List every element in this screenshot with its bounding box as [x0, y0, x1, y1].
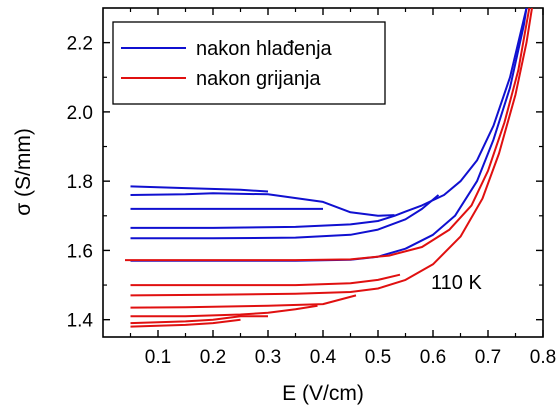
x-tick-label: 0.8: [530, 347, 556, 368]
y-tick-label: 2.0: [67, 103, 93, 124]
series-0-curve-1: [130, 192, 395, 217]
temperature-annotation: 110 K: [431, 272, 482, 294]
y-tick-label: 1.4: [67, 311, 94, 332]
x-tick-label: 0.2: [200, 347, 226, 368]
x-tick-label: 0.6: [420, 347, 446, 368]
x-tick-label: 0.7: [475, 347, 501, 368]
series-1-curve-5: [130, 315, 268, 325]
x-tick-labels: 0.1 0.2 0.3 0.4 0.5 0.6 0.7 0.8: [145, 347, 556, 368]
series-1-curve-1: [130, 273, 401, 287]
series-0-curve-3: [130, 8, 528, 229]
y-tick-labels: 1.4 1.6 1.8 2.0 2.2: [67, 34, 94, 332]
y-tick-label: 1.6: [67, 241, 93, 262]
x-axis-label: E (V/cm): [282, 382, 364, 405]
x-tick-label: 0.3: [255, 347, 281, 368]
data-curves: [125, 8, 533, 328]
legend-label-heating: nakon grijanja: [196, 68, 321, 90]
series-1-curve-3: [130, 294, 357, 309]
axis-ticks: [103, 8, 544, 337]
legend-label-cooling: nakon hlađenja: [196, 38, 333, 60]
y-tick-label: 2.2: [67, 34, 93, 55]
series-1-curve-0: [125, 8, 531, 262]
series-0-curve-4: [130, 194, 440, 240]
x-tick-label: 0.4: [310, 347, 337, 368]
series-0-curve-0: [130, 185, 269, 193]
y-axis-label: σ (S/mm): [12, 128, 35, 216]
series-1-curve-4: [130, 304, 318, 318]
x-tick-label: 0.1: [145, 347, 171, 368]
series-1-curve-6: [130, 318, 241, 328]
legend: nakon hlađenja nakon grijanja: [112, 21, 386, 105]
series-1-curve-2: [130, 8, 533, 297]
x-tick-label: 0.5: [365, 347, 391, 368]
legend-box: [112, 21, 386, 105]
y-tick-label: 1.8: [67, 172, 93, 193]
